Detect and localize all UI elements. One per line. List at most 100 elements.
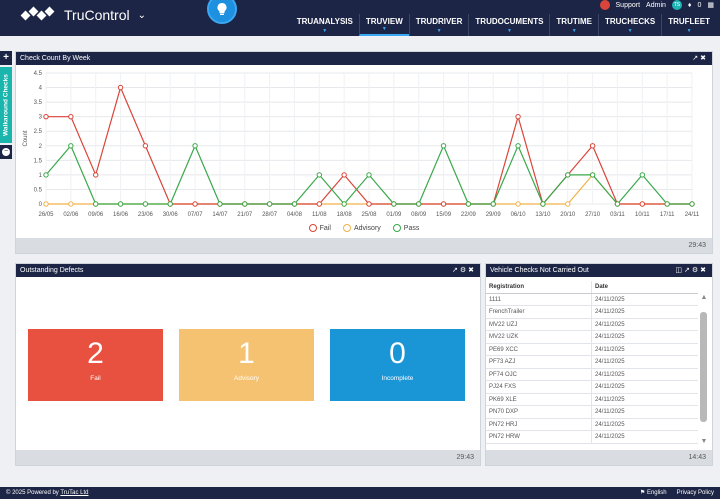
chevron-down-icon[interactable]: ⌄	[137, 9, 147, 21]
column-header-date[interactable]: Date	[595, 284, 609, 290]
language-selector[interactable]: ⚑ English	[640, 487, 667, 499]
table-row[interactable]: MV22 UZK 24/11/2025	[486, 331, 698, 344]
settings-icon[interactable]: ⚙	[459, 267, 469, 274]
table-row[interactable]: PN70 DXP 24/11/2025	[486, 406, 698, 419]
registration-cell: PE69 XCC	[486, 343, 592, 355]
table-row[interactable]: FrenchTrailer 24/11/2025	[486, 306, 698, 319]
registration-cell: FrenchTrailer	[486, 306, 592, 318]
table-row[interactable]: PJ24 FXS 24/11/2025	[486, 381, 698, 394]
nav-item-truview[interactable]: TRUVIEW ▼	[358, 14, 409, 36]
copyright-text: © 2025 Powered by	[6, 490, 61, 496]
lightbulb-icon[interactable]	[207, 0, 237, 24]
column-header-registration[interactable]: Registration	[486, 281, 592, 293]
walkaround-checks-tab[interactable]: Walkaround Checks	[0, 67, 12, 143]
nav-label: TRUFLEET	[668, 17, 710, 26]
plus-icon[interactable]: +	[0, 51, 12, 65]
top-bar: TruControl ⌄ Support Admin TS ♦ 0 ▦ TRUA…	[0, 0, 720, 36]
panel-tools: ↗✖	[692, 52, 708, 65]
data-point-pass	[316, 172, 323, 178]
x-tick-label: 09/06	[88, 212, 104, 218]
expand-icon[interactable]: ↗	[451, 267, 460, 274]
data-point-fail	[366, 201, 372, 207]
data-point-fail	[440, 201, 447, 207]
defect-count: 0	[389, 337, 406, 370]
x-tick-label: 08/09	[411, 212, 427, 218]
close-icon[interactable]: ✖	[700, 55, 708, 62]
legend-item-pass[interactable]: Pass	[392, 224, 419, 232]
registration-cell: PF73 AZJ	[486, 356, 592, 368]
data-point-fail	[43, 113, 49, 120]
data-point-fail	[142, 143, 149, 149]
scroll-up-icon[interactable]: ▲	[700, 294, 708, 301]
registration-cell: PJ24 FXS	[486, 381, 592, 393]
panel-header: Check Count By Week ↗✖	[16, 52, 712, 65]
panel-tools: ◫↗⚙✖	[675, 264, 708, 277]
expand-icon[interactable]: ↗	[683, 267, 692, 274]
data-point-fail	[117, 84, 124, 91]
nav-item-trudriver[interactable]: TRUDRIVER ▼	[408, 14, 469, 36]
legend-item-fail[interactable]: Fail	[308, 224, 331, 232]
data-point-pass	[515, 143, 521, 149]
registration-cell: PN70 DXP	[486, 406, 592, 418]
collapse-button[interactable]: −	[0, 145, 12, 159]
date-cell: 24/11/2025	[595, 296, 625, 303]
x-tick-label: 03/11	[610, 212, 625, 218]
data-point-pass	[92, 201, 99, 207]
grid-icon[interactable]: ▦	[707, 2, 714, 9]
table-row[interactable]: PN72 HRW 24/11/2025	[486, 431, 698, 444]
nav-item-trudocuments[interactable]: TRUDOCUMENTS ▼	[468, 14, 549, 36]
close-icon[interactable]: ✖	[700, 267, 708, 274]
legend-marker-icon	[392, 224, 401, 232]
legend-item-advisory[interactable]: Advisory	[342, 224, 381, 232]
data-point-pass	[565, 172, 571, 178]
company-link[interactable]: TruTac Ltd	[60, 490, 89, 496]
x-tick-label: 28/07	[262, 212, 278, 218]
table-row[interactable]: PN72 HRJ 24/11/2025	[486, 418, 698, 431]
panel-footer: 14:43	[486, 450, 712, 465]
panel-title: Outstanding Defects	[20, 267, 84, 274]
nav-item-truchecks[interactable]: TRUCHECKS ▼	[597, 14, 661, 36]
nav-item-trufleet[interactable]: TRUFLEET ▼	[661, 14, 716, 36]
user-avatar[interactable]: TS	[671, 0, 682, 10]
table-row[interactable]: PF74 OJC 24/11/2025	[486, 368, 698, 381]
nav-item-trutime[interactable]: TRUTIME ▼	[549, 14, 598, 36]
table-row[interactable]: PF73 AZJ 24/11/2025	[486, 356, 698, 369]
close-icon[interactable]: ✖	[468, 267, 476, 274]
bell-icon[interactable]: ♦	[687, 1, 692, 9]
data-point-fail	[192, 201, 198, 207]
data-point-pass	[242, 201, 248, 207]
table-row[interactable]: 1111 24/11/2025	[486, 293, 698, 306]
defect-card-incomplete[interactable]: 0 Incomplete	[330, 329, 465, 401]
settings-icon[interactable]: ⚙	[691, 267, 701, 274]
table-row[interactable]: PK69 XLE 24/11/2025	[486, 393, 698, 406]
privacy-link[interactable]: Privacy Policy	[676, 490, 714, 496]
export-icon[interactable]: ◫	[675, 267, 684, 274]
panel-footer: 29:43	[16, 450, 480, 465]
expand-icon[interactable]: ↗	[692, 55, 701, 62]
user-menu[interactable]: Admin	[646, 1, 666, 9]
nav-item-truanalysis[interactable]: TRUANALYSIS ▼	[291, 14, 359, 36]
data-point-advisory	[515, 201, 521, 207]
scroll-down-icon[interactable]: ▼	[700, 438, 708, 445]
support-avatar-icon[interactable]	[599, 0, 610, 10]
data-point-pass	[68, 143, 74, 149]
table-header: Registration Date	[486, 281, 698, 294]
caret-down-icon: ▼	[506, 28, 512, 34]
defect-label: Fail	[90, 375, 101, 382]
date-cell: 24/11/2025	[595, 371, 625, 378]
x-tick-label: 13/10	[535, 212, 551, 218]
defect-card-fail[interactable]: 2 Fail	[28, 329, 163, 401]
panel-title: Vehicle Checks Not Carried Out	[490, 267, 589, 274]
x-tick-label: 18/08	[337, 212, 353, 218]
support-link[interactable]: Support	[615, 1, 641, 9]
table-row[interactable]: PE69 XCC 24/11/2025	[486, 343, 698, 356]
data-point-pass	[465, 201, 472, 207]
x-tick-label: 01/09	[386, 212, 402, 218]
scrollbar[interactable]: ▲ ▼	[700, 294, 708, 446]
scrollbar-thumb[interactable]	[700, 312, 707, 422]
nav-label: TRUDOCUMENTS	[475, 17, 544, 26]
table-row[interactable]: MV22 UZJ 24/11/2025	[486, 318, 698, 331]
app-logo[interactable]: TruControl ⌄	[20, 6, 147, 23]
defect-card-advisory[interactable]: 1 Advisory	[179, 329, 314, 401]
page-footer: © 2025 Powered by TruTac Ltd ⚑ English P…	[0, 487, 720, 499]
